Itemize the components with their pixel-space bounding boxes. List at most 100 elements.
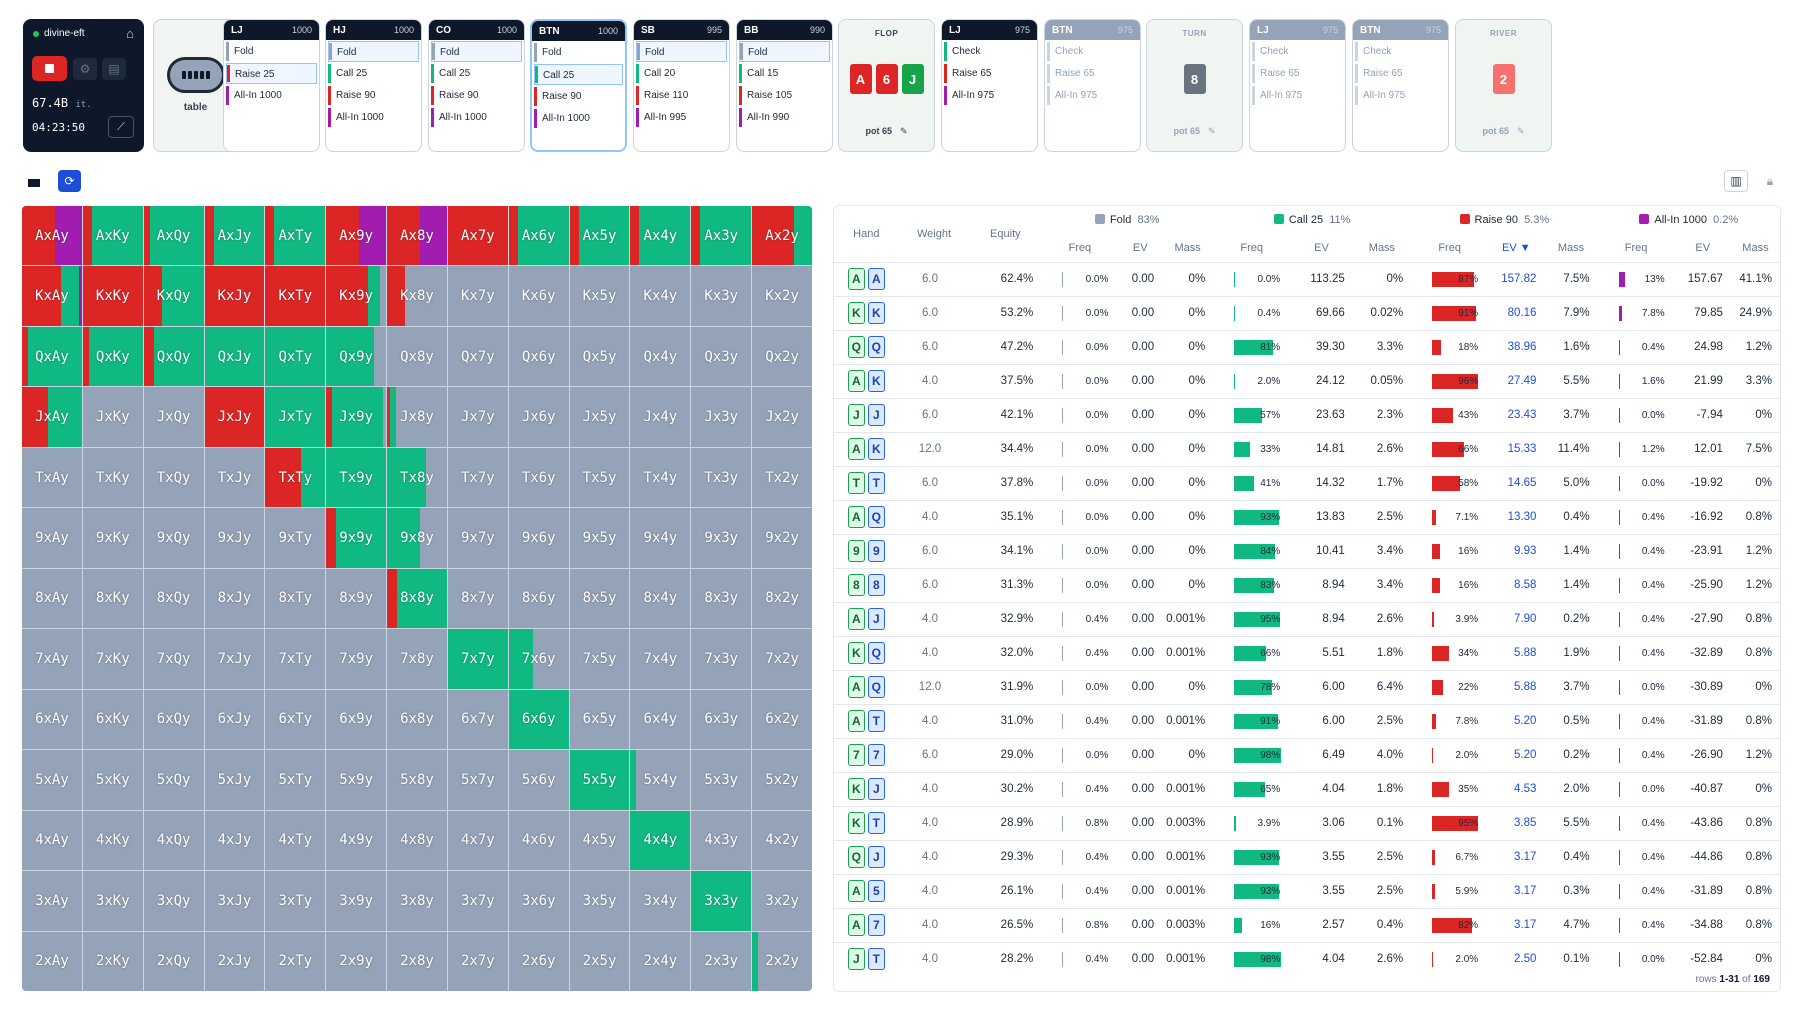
action-option[interactable]: Raise 65 — [1355, 63, 1446, 84]
hand-cell-T3[interactable]: Tx3y — [691, 447, 752, 508]
hand-cell-A2[interactable]: Ax2y — [752, 206, 812, 266]
hand-cell-26[interactable]: 2x6y — [508, 931, 569, 991]
hand-cell-24[interactable]: 2x4y — [630, 931, 691, 991]
hand-cell-8Q[interactable]: 8xQy — [143, 568, 204, 629]
hand-cell-32[interactable]: 3x2y — [752, 871, 812, 931]
fold-freq-header[interactable]: Freq — [1068, 241, 1092, 254]
call-mass-header[interactable]: Mass — [1368, 241, 1396, 254]
hand-cell-27[interactable]: 2x7y — [447, 931, 508, 991]
action-option[interactable]: All-In 1000 — [534, 108, 623, 129]
hand-cell-Q3[interactable]: Qx3y — [691, 326, 752, 387]
hand-cell-7J[interactable]: 7xJy — [204, 629, 265, 689]
hand-cell-3J[interactable]: 3xJy — [204, 871, 265, 931]
action-option[interactable]: Call 25 — [328, 63, 419, 84]
hand-cell-84[interactable]: 8x4y — [630, 568, 691, 629]
hand-cell-T7[interactable]: Tx7y — [447, 447, 508, 508]
hand-cell-JT[interactable]: JxTy — [265, 387, 326, 447]
hand-cell-8J[interactable]: 8xJy — [204, 568, 265, 629]
refresh-button[interactable]: ⟳ — [58, 170, 81, 192]
action-option[interactable]: Raise 90 — [431, 85, 522, 106]
hand-cell-KT[interactable]: KxTy — [265, 266, 326, 326]
hand-cell-Q6[interactable]: Qx6y — [508, 326, 569, 387]
hand-cell-83[interactable]: 8x3y — [691, 568, 752, 629]
hand-cell-94[interactable]: 9x4y — [630, 508, 691, 568]
player-node-hj[interactable]: HJ 1000 Fold Call 25 Raise 90 All-In 1000 — [325, 19, 422, 152]
hand-cell-5K[interactable]: 5xKy — [82, 750, 143, 810]
hand-cell-K3[interactable]: Kx3y — [691, 266, 752, 326]
hand-cell-36[interactable]: 3x6y — [508, 871, 569, 931]
hand-cell-JJ[interactable]: JxJy — [204, 387, 265, 447]
hand-cell-52[interactable]: 5x2y — [752, 750, 812, 810]
hand-cell-66[interactable]: 6x6y — [508, 689, 569, 750]
hand-cell-6A[interactable]: 6xAy — [22, 689, 82, 750]
table-row[interactable]: A Q 4.0 35.1% 0.0% 0.00 0% 93% 13.83 2.5% 7.1% 13.3… — [834, 499, 1780, 534]
hand-cell-59[interactable]: 5x9y — [326, 750, 387, 810]
street-node-river[interactable]: RIVER 2 pot 65 ✎ — [1455, 19, 1552, 152]
table-row[interactable]: 8 8 6.0 31.3% 0.0% 0.00 0% 83% 8.94 3.4% 16% 8.58 1.… — [834, 567, 1780, 602]
hand-cell-Q4[interactable]: Qx4y — [630, 326, 691, 387]
hand-cell-76[interactable]: 7x6y — [508, 629, 569, 689]
hand-cell-7A[interactable]: 7xAy — [22, 629, 82, 689]
hand-cell-K8[interactable]: Kx8y — [387, 266, 447, 326]
hand-cell-4Q[interactable]: 4xQy — [143, 810, 204, 871]
hand-cell-33[interactable]: 3x3y — [691, 871, 752, 931]
action-option[interactable]: Fold — [636, 41, 727, 62]
hand-cell-T4[interactable]: Tx4y — [630, 447, 691, 508]
hand-cell-73[interactable]: 7x3y — [691, 629, 752, 689]
hand-cell-4A[interactable]: 4xAy — [22, 810, 82, 871]
hand-cell-69[interactable]: 6x9y — [326, 689, 387, 750]
hand-cell-92[interactable]: 9x2y — [752, 508, 812, 568]
hand-cell-58[interactable]: 5x8y — [387, 750, 447, 810]
hand-cell-2J[interactable]: 2xJy — [204, 931, 265, 991]
hand-cell-J6[interactable]: Jx6y — [508, 387, 569, 447]
hand-cell-38[interactable]: 3x8y — [387, 871, 447, 931]
hand-cell-3A[interactable]: 3xAy — [22, 871, 82, 931]
hand-cell-4J[interactable]: 4xJy — [204, 810, 265, 871]
hand-cell-KJ[interactable]: KxJy — [204, 266, 265, 326]
hand-cell-67[interactable]: 6x7y — [447, 689, 508, 750]
hand-cell-KK[interactable]: KxKy — [82, 266, 143, 326]
action-option[interactable]: Call 25 — [534, 64, 623, 85]
hand-cell-TT[interactable]: TxTy — [265, 447, 326, 508]
fold-mass-header[interactable]: Mass — [1174, 241, 1201, 254]
allin-freq-header[interactable]: Freq — [1624, 241, 1648, 254]
hand-cell-5J[interactable]: 5xJy — [204, 750, 265, 810]
hand-cell-87[interactable]: 8x7y — [447, 568, 508, 629]
hand-cell-9Q[interactable]: 9xQy — [143, 508, 204, 568]
hand-cell-49[interactable]: 4x9y — [326, 810, 387, 871]
hand-cell-86[interactable]: 8x6y — [508, 568, 569, 629]
table-row[interactable]: A 7 4.0 26.5% 0.8% 0.00 0.003% 16% 2.57 0.4% 82% 3.… — [834, 907, 1780, 942]
hand-cell-T5[interactable]: Tx5y — [569, 447, 630, 508]
hand-cell-3T[interactable]: 3xTy — [265, 871, 326, 931]
hand-cell-T8[interactable]: Tx8y — [387, 447, 447, 508]
hand-cell-JA[interactable]: JxAy — [22, 387, 82, 447]
hand-cell-44[interactable]: 4x4y — [630, 810, 691, 871]
hand-cell-74[interactable]: 7x4y — [630, 629, 691, 689]
action-option[interactable]: All-In 975 — [1047, 85, 1138, 106]
table-row[interactable]: 9 9 6.0 34.1% 0.0% 0.00 0% 84% 10.41 3.4% 16% 9.93 1… — [834, 533, 1780, 568]
hand-cell-39[interactable]: 3x9y — [326, 871, 387, 931]
hand-cell-T9[interactable]: Tx9y — [326, 447, 387, 508]
hand-cell-TQ[interactable]: TxQy — [143, 447, 204, 508]
stop-button[interactable] — [32, 56, 67, 81]
action-option[interactable]: Raise 90 — [534, 86, 623, 107]
action-option[interactable]: All-In 995 — [636, 107, 727, 128]
table-row[interactable]: Q Q 6.0 47.2% 0.0% 0.00 0% 81% 39.30 3.3% 18% 38.96… — [834, 329, 1780, 364]
hand-cell-28[interactable]: 2x8y — [387, 931, 447, 991]
color-swatch[interactable] — [28, 179, 40, 187]
hand-cell-9T[interactable]: 9xTy — [265, 508, 326, 568]
hand-cell-68[interactable]: 6x8y — [387, 689, 447, 750]
action-option[interactable]: Fold — [431, 41, 522, 62]
lock-icon[interactable]: 🔒︎ — [1766, 173, 1774, 188]
hand-cell-55[interactable]: 5x5y — [569, 750, 630, 810]
settings-icon[interactable]: ⚙ — [73, 58, 97, 80]
action-option[interactable]: Fold — [534, 42, 623, 63]
hand-cell-KQ[interactable]: KxQy — [143, 266, 204, 326]
hand-cell-QT[interactable]: QxTy — [265, 326, 326, 387]
action-option[interactable]: All-In 1000 — [431, 107, 522, 128]
hand-cell-7Q[interactable]: 7xQy — [143, 629, 204, 689]
table-row[interactable]: 7 7 6.0 29.0% 0.0% 0.00 0% 98% 6.49 4.0% 2.0% 5.20 0… — [834, 737, 1780, 772]
hand-cell-K5[interactable]: Kx5y — [569, 266, 630, 326]
hand-cell-QQ[interactable]: QxQy — [143, 326, 204, 387]
table-row[interactable]: A Q 12.0 31.9% 0.0% 0.00 0% 78% 6.00 6.4% 22% 5.88 3… — [834, 669, 1780, 704]
